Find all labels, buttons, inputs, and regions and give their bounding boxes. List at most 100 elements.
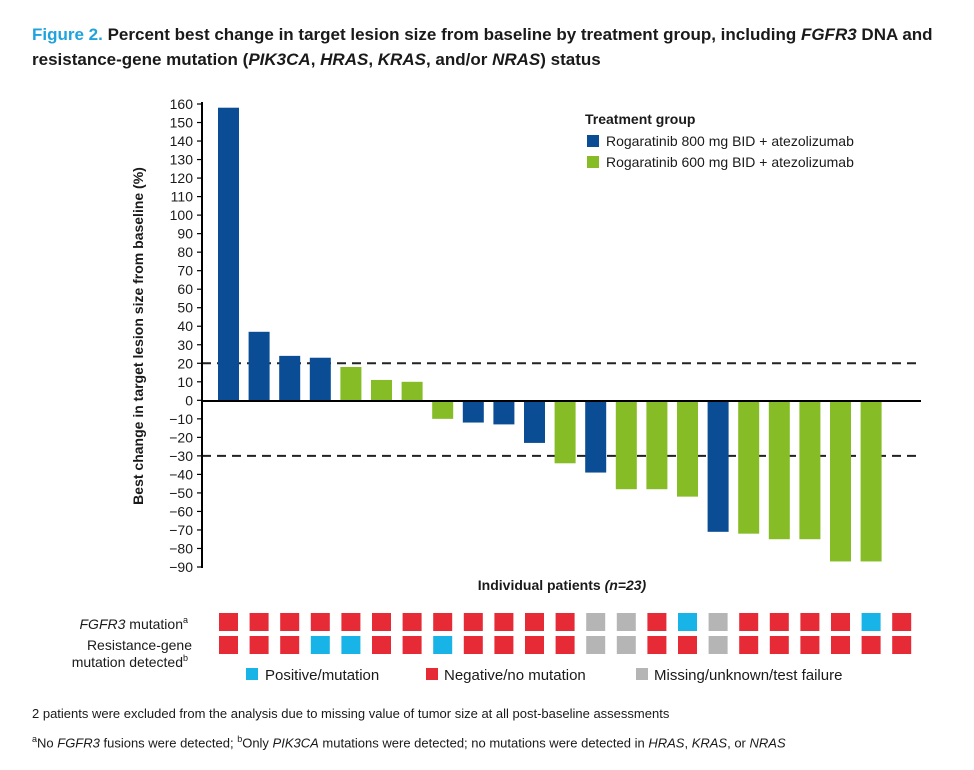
title-italic: KRAS: [377, 50, 426, 69]
y-tick-label: −40: [169, 466, 193, 482]
resistance-cell: [372, 636, 391, 654]
fgfr3-cell: [739, 613, 759, 631]
resistance-cell: [249, 636, 269, 654]
legend: Treatment group Rogaratinib 800 mg BID +…: [585, 111, 854, 170]
y-tick-label: 110: [171, 189, 194, 205]
footnote-italic: PIK3CA: [272, 735, 319, 751]
y-tick-label: 40: [177, 318, 193, 334]
resistance-cell: [616, 636, 636, 654]
legend-label-800: Rogaratinib 800 mg BID + atezolizumab: [606, 133, 854, 149]
exclusion-note: 2 patients were excluded from the analys…: [32, 706, 670, 721]
y-tick-label: 140: [170, 133, 194, 149]
resistance-cell: [678, 636, 697, 654]
resistance-cell: [341, 636, 361, 654]
footnote-text: No: [37, 735, 58, 751]
bar: [830, 400, 851, 562]
fgfr3-cell: [586, 613, 606, 631]
legend-title: Treatment group: [585, 111, 695, 127]
resistance-cell: [494, 636, 514, 654]
legend-label-600: Rogaratinib 600 mg BID + atezolizumab: [606, 154, 854, 170]
legend-label-missing: Missing/unknown/test failure: [654, 667, 842, 684]
fgfr3-cell: [647, 613, 667, 631]
y-tick-label: 30: [177, 337, 193, 353]
resistance-label-sup: b: [183, 653, 188, 663]
fgfr3-cell: [372, 613, 391, 631]
resistance-cell: [831, 636, 850, 654]
bar: [493, 400, 515, 425]
x-axis-label-n: (n=23): [605, 577, 647, 593]
footnote-italic: KRAS: [691, 735, 728, 751]
footnote-text: , or: [727, 735, 750, 751]
bar: [309, 357, 331, 401]
y-tick-label: 130: [170, 152, 194, 168]
bar: [646, 400, 668, 490]
bar: [462, 400, 484, 423]
fgfr3-cell: [892, 613, 912, 631]
bar: [585, 400, 607, 473]
resistance-cell: [219, 636, 238, 654]
bar: [248, 331, 270, 401]
title-italic: PIK3CA: [248, 50, 311, 69]
resistance-cell: [525, 636, 544, 654]
bar: [768, 400, 790, 540]
legend-swatch-negative: [426, 668, 438, 680]
resistance-cell: [463, 636, 483, 654]
resistance-cell: [892, 636, 912, 654]
bar: [524, 400, 545, 443]
y-tick-label: 10: [177, 374, 193, 390]
bar: [738, 400, 760, 534]
y-tick-label: −90: [169, 559, 193, 575]
title-text: Percent best change in target lesion siz…: [102, 25, 801, 44]
bar: [432, 400, 454, 419]
title-text: ) status: [540, 50, 601, 69]
legend-swatch-positive: [246, 668, 258, 680]
fgfr3-cell: [678, 613, 697, 631]
title-text: ,: [310, 50, 321, 69]
resistance-cell: [769, 636, 789, 654]
bar: [554, 400, 576, 464]
y-tick-label: −60: [169, 503, 193, 519]
bar: [707, 400, 729, 532]
fgfr3-cell: [310, 613, 330, 631]
y-tick-label: −10: [169, 411, 193, 427]
legend-label-negative: Negative/no mutation: [444, 667, 586, 684]
y-tick-label: 70: [177, 263, 193, 279]
resistance-cell: [433, 636, 453, 654]
footnote-text: fusions were detected;: [99, 735, 238, 751]
bar: [799, 400, 821, 540]
y-tick-label: 20: [177, 355, 193, 371]
fgfr3-cell: [708, 613, 728, 631]
legend-swatch-missing: [636, 668, 648, 680]
y-tick-label: 90: [177, 226, 193, 242]
fgfr3-label-sup: a: [183, 615, 188, 625]
footnote-italic: NRAS: [749, 735, 786, 751]
y-tick-label: −80: [169, 540, 193, 556]
resistance-cell: [708, 636, 728, 654]
fgfr3-cell: [525, 613, 544, 631]
title-italic: FGFR3: [800, 25, 857, 44]
legend-swatch-800: [587, 135, 599, 147]
x-axis-label-text: Individual patients: [478, 577, 601, 593]
bar: [340, 366, 362, 401]
y-tick-label: 80: [177, 244, 193, 260]
fgfr3-cell: [831, 613, 850, 631]
resistance-label-text: mutation detected: [72, 654, 183, 670]
y-tick-label: −50: [169, 485, 193, 501]
y-tick-label: 120: [170, 170, 194, 186]
fgfr3-cell: [769, 613, 789, 631]
fgfr3-cell: [249, 613, 269, 631]
resistance-cell: [861, 636, 881, 654]
fgfr3-cell: [219, 613, 238, 631]
title-italic: NRAS: [492, 50, 541, 69]
bar: [677, 400, 698, 497]
y-tick-label: 0: [185, 392, 193, 408]
title-text: DNA and resistance-gene mutation (: [32, 25, 933, 69]
axes: [201, 102, 921, 568]
mutation-legend: Positive/mutation Negative/no mutation M…: [246, 667, 842, 684]
bar: [401, 381, 423, 401]
legend-label-positive: Positive/mutation: [265, 667, 379, 684]
resistance-cell: [800, 636, 820, 654]
fgfr3-cell: [861, 613, 881, 631]
fgfr3-label-rest: mutation: [125, 616, 183, 632]
y-tick-label: 100: [170, 207, 194, 223]
